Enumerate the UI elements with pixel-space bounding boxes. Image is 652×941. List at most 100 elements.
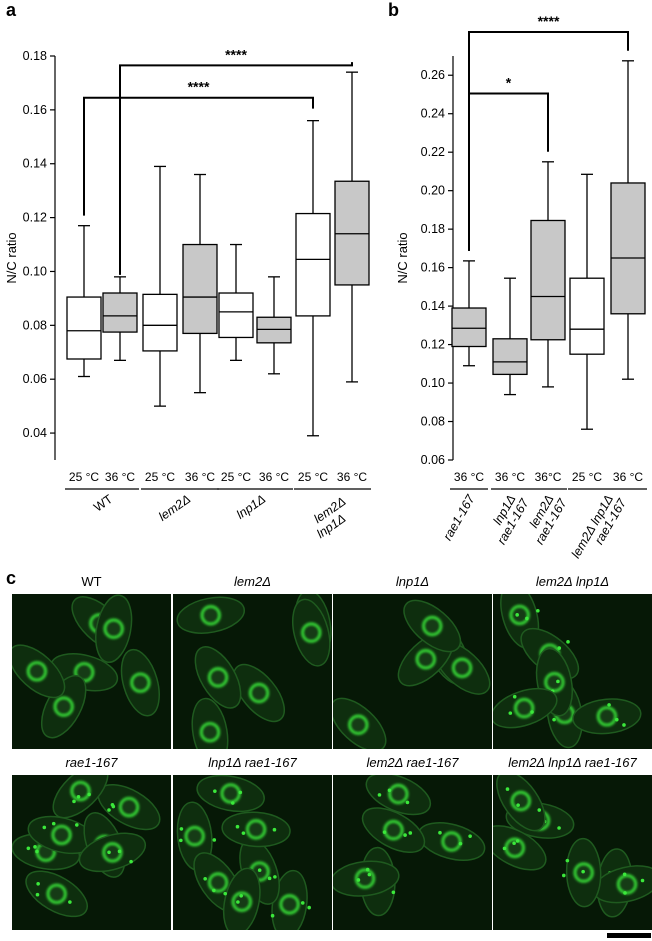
x-category-label: 25 °C: [145, 470, 175, 484]
nucleus-rim: [46, 883, 67, 904]
foci-dot: [516, 803, 520, 807]
box-iqr: [492, 338, 528, 376]
foci-dot: [68, 900, 72, 904]
box-iqr: [218, 292, 254, 339]
box-3: [530, 161, 566, 388]
micrograph-image: [333, 594, 492, 749]
nucleus-rim: [207, 872, 229, 893]
significance-label: ****: [225, 46, 247, 62]
foci-dot: [33, 845, 37, 849]
x-category-label: 36 °C: [105, 470, 135, 484]
nucleus-rim: [53, 696, 74, 717]
micrograph-image: [12, 775, 171, 930]
foci-dot: [117, 849, 122, 854]
foci-dot: [239, 893, 244, 898]
y-tick-label: 0.24: [421, 107, 445, 121]
foci-dot: [502, 846, 507, 851]
foci-dot: [235, 824, 240, 829]
group-label: WT: [91, 492, 115, 515]
significance-label: ****: [538, 13, 560, 29]
group-label: lem2Δ: [156, 492, 193, 524]
foci-dot: [382, 830, 387, 834]
nucleus-rim: [103, 618, 124, 639]
foci-dot: [458, 841, 463, 846]
x-category-label: 25 °C: [69, 470, 99, 484]
foci-dot: [557, 646, 562, 650]
foci-dot: [391, 890, 396, 895]
foci-dot: [212, 838, 217, 842]
panel-letter-b: b: [388, 0, 399, 20]
box-iqr: [142, 293, 178, 352]
significance-label: ****: [188, 79, 210, 95]
foci-dot: [505, 787, 510, 791]
foci-dot: [26, 846, 31, 851]
foci-dot: [552, 717, 556, 722]
box-iqr: [102, 292, 138, 333]
nucleus-rim: [245, 819, 267, 840]
foci-dot: [270, 913, 275, 918]
nucleus-rim: [415, 649, 436, 670]
foci-dot: [203, 876, 207, 881]
micrograph-title: lnp1Δ: [396, 574, 429, 589]
foci-dot: [512, 694, 517, 699]
cells: [333, 599, 491, 749]
box-8: [334, 71, 370, 383]
y-tick-label: 0.14: [421, 299, 445, 313]
x-category-label: 36 °C: [259, 470, 289, 484]
foci-dot: [640, 878, 645, 883]
micrograph-image: [333, 775, 492, 930]
box-iqr: [256, 316, 292, 344]
panel-c: c WT lem2Δ lnp1Δ lem2Δ lnp1Δ rae1-167 lnp1Δ ra…: [6, 568, 652, 938]
foci-dot: [230, 801, 235, 805]
foci-dot: [111, 804, 116, 809]
nucleus-rim: [279, 894, 300, 915]
nucleus-rim: [596, 706, 617, 727]
y-tick-label: 0.12: [421, 338, 445, 352]
y-tick-label: 0.14: [23, 157, 47, 171]
y-tick-label: 0.10: [421, 376, 445, 390]
micrograph-title: lem2Δ: [234, 574, 271, 589]
foci-dot: [537, 808, 542, 812]
foci-dot: [179, 838, 183, 843]
foci-dot: [236, 900, 240, 904]
foci-dot: [623, 891, 627, 895]
foci-dot: [508, 711, 513, 715]
box-2: [102, 276, 138, 361]
micrograph-image: [493, 594, 652, 749]
foci-dot: [515, 613, 519, 617]
foci-dot: [377, 793, 382, 797]
micrograph-image: [173, 775, 332, 930]
nucleus-rim: [118, 796, 140, 818]
foci-dot: [561, 873, 566, 878]
foci-dot: [36, 881, 40, 886]
x-category-label: 36°C: [535, 470, 562, 484]
box-iqr: [451, 307, 487, 348]
nucleus-rim: [504, 837, 525, 858]
box-5: [218, 243, 254, 361]
nucleus-rim: [130, 672, 151, 693]
foci-dot: [76, 794, 81, 799]
y-tick-label: 0.04: [23, 426, 47, 440]
nucleus-rim: [509, 604, 530, 626]
y-axis-label: N/C ratio: [395, 232, 410, 283]
nucleus-rim: [70, 780, 91, 802]
y-tick-label: 0.12: [23, 211, 47, 225]
box-7: [295, 119, 331, 437]
micrograph-image: [12, 594, 171, 749]
y-tick-label: 0.08: [421, 415, 445, 429]
group-label: rae1-167: [440, 492, 478, 543]
foci-dot: [223, 891, 228, 896]
box-6: [256, 276, 292, 375]
box-1: [451, 260, 487, 367]
cells: [333, 775, 486, 917]
foci-dot: [403, 833, 407, 837]
foci-dot: [272, 827, 277, 832]
foci-dot: [35, 849, 39, 854]
foci-dot: [581, 869, 585, 874]
nucleus-rim: [200, 605, 221, 626]
nucleus-rim: [510, 790, 531, 812]
nucleus-rim: [544, 672, 565, 693]
foci-dot: [307, 905, 311, 910]
foci-dot: [387, 788, 392, 793]
